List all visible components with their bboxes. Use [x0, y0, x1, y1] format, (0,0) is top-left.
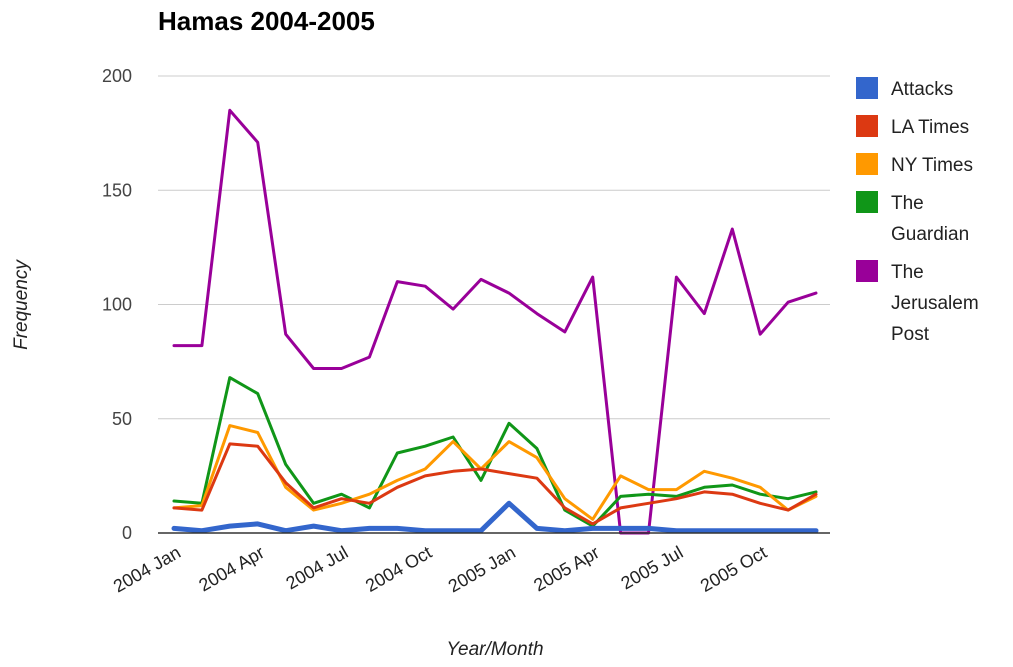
- y-tick-label: 100: [102, 295, 132, 315]
- legend-item-ny-times: NY Times: [856, 153, 973, 176]
- x-tick-label: 2005 Jan: [445, 542, 519, 596]
- legend-item-la-times: LA Times: [856, 115, 969, 138]
- legend-swatch: [856, 153, 878, 175]
- y-axis-ticks: 0 50 100 150 200: [102, 66, 132, 543]
- x-axis-ticks: 2004 Jan 2004 Apr 2004 Jul 2004 Oct 2005 Jan…: [110, 542, 770, 596]
- x-tick-label: 2005 Apr: [530, 542, 602, 595]
- legend-swatch: [856, 260, 878, 282]
- legend-label: NY Times: [891, 155, 973, 176]
- legend-item-the-guardian: The Guardian: [856, 191, 969, 245]
- y-axis-title: Frequency: [11, 259, 32, 350]
- y-tick-label: 0: [122, 523, 132, 543]
- x-tick-label: 2005 Jul: [617, 542, 686, 593]
- y-tick-label: 50: [112, 409, 132, 429]
- series-line-attacks: [171, 500, 819, 534]
- legend: Attacks LA Times NY Times The Guardian The Jer…: [856, 77, 979, 345]
- legend-label: The Jerusalem Post: [891, 262, 979, 345]
- legend-swatch: [856, 115, 878, 137]
- legend-label: LA Times: [891, 117, 969, 138]
- series-lines: [171, 108, 819, 535]
- legend-label: The Guardian: [891, 193, 969, 245]
- x-tick-label: 2005 Oct: [697, 542, 770, 596]
- series-line-the-guardian: [172, 376, 818, 528]
- x-axis-title: Year/Month: [446, 639, 543, 660]
- chart-title: Hamas 2004-2005: [158, 6, 375, 36]
- x-tick-label: 2004 Oct: [362, 542, 435, 596]
- gridlines: [158, 75, 830, 420]
- x-tick-label: 2004 Apr: [195, 542, 267, 595]
- legend-item-attacks: Attacks: [856, 77, 953, 100]
- x-tick-label: 2004 Jan: [110, 542, 184, 596]
- legend-swatch: [856, 191, 878, 213]
- legend-swatch: [856, 77, 878, 99]
- series-line-la-times: [172, 442, 818, 526]
- x-tick-label: 2004 Jul: [283, 542, 352, 593]
- series-line-the-jerusalem-post: [172, 108, 818, 535]
- legend-item-the-jerusalem-post: The Jerusalem Post: [856, 260, 979, 345]
- y-tick-label: 200: [102, 66, 132, 86]
- legend-label: Attacks: [891, 79, 953, 100]
- y-tick-label: 150: [102, 180, 132, 200]
